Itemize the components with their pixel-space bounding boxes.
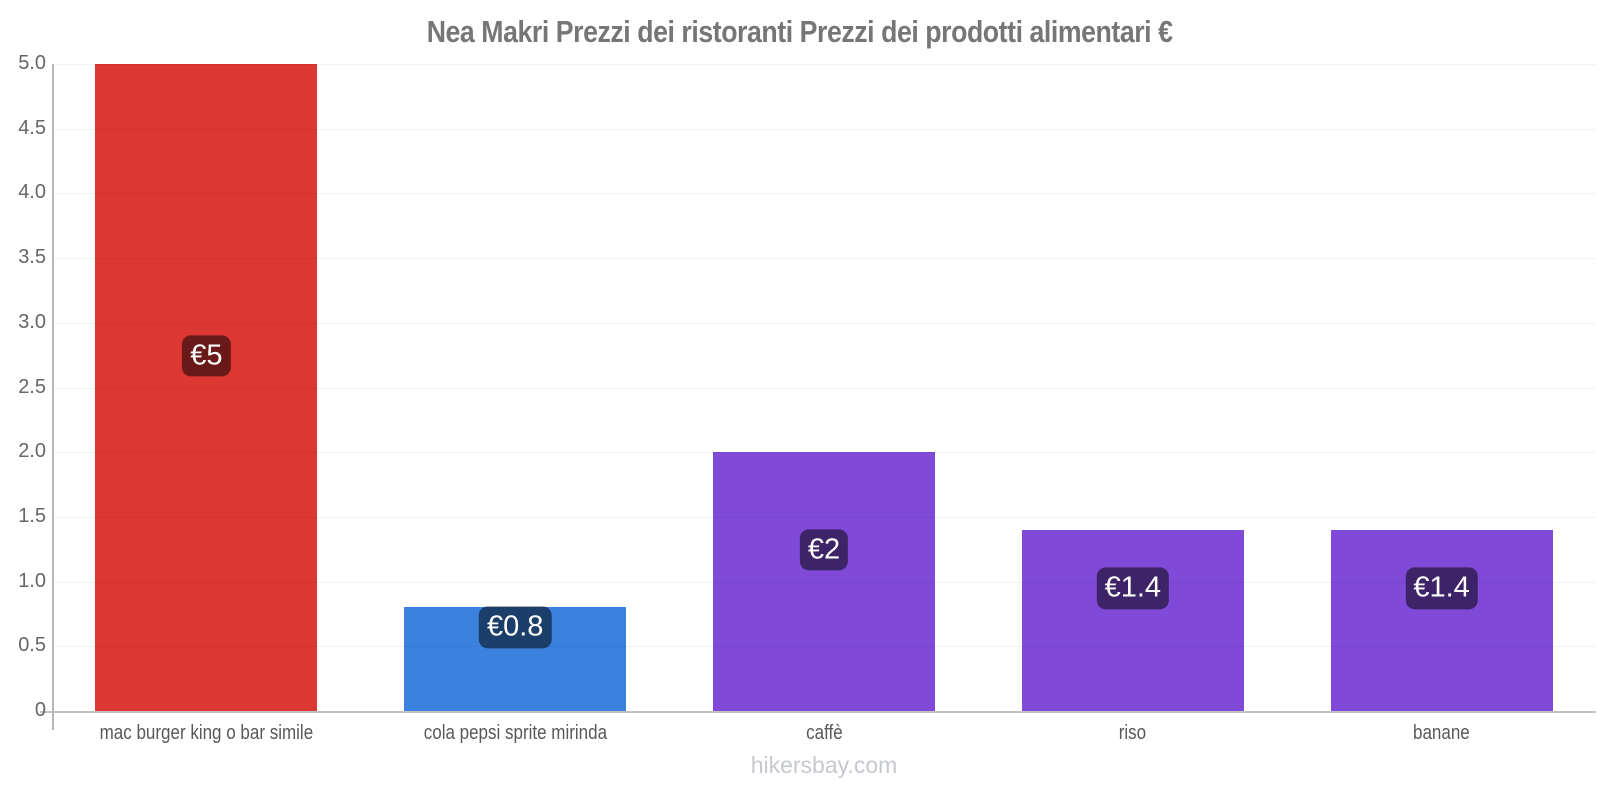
y-axis-tick-label-3.5: 3.5 <box>18 246 46 269</box>
bar-riso <box>1021 529 1244 711</box>
gridline-0.5 <box>52 646 1596 648</box>
y-axis-tick-label-2.5: 2.5 <box>18 375 46 398</box>
gridline-5.0 <box>52 64 1596 65</box>
bar-banane <box>1330 529 1553 711</box>
x-axis-line <box>40 711 1596 713</box>
bar-mac-burger-king-o-bar-simile <box>95 64 318 711</box>
chart-title-text: Nea Makri Prezzi dei ristoranti Prezzi d… <box>427 14 1173 49</box>
hikersbay-watermark: hikersbay.com <box>750 752 898 778</box>
gridline-2.5 <box>52 387 1596 389</box>
x-axis-category-label-cola-pepsi-sprite-mirinda: cola pepsi sprite mirinda <box>423 722 607 744</box>
bar-value-label-mac-burger-king-o-bar-simile: €5 <box>182 334 231 377</box>
x-axis-category-label-caffè: caffè <box>805 722 843 744</box>
y-axis-tick-label-1.5: 1.5 <box>18 504 46 527</box>
y-axis-tick-label-3.0: 3.0 <box>18 310 46 333</box>
gridline-4.5 <box>52 128 1596 130</box>
bar-value-label-riso: €1.4 <box>1096 567 1170 610</box>
y-axis-tick-label-5.0: 5.0 <box>18 52 46 74</box>
x-axis-category-label-banane: banane <box>1413 722 1470 744</box>
bar-value-label-cola-pepsi-sprite-mirinda: €0.8 <box>478 606 552 648</box>
y-axis-tick-label-2.0: 2.0 <box>18 440 46 463</box>
bar-value-label-caffè: €2 <box>799 528 849 571</box>
y-axis-tick-label-4.5: 4.5 <box>18 116 46 139</box>
y-axis-tick-label-0: 0 <box>34 699 46 721</box>
y-axis-tick-label-4.0: 4.0 <box>18 181 46 204</box>
y-axis-tick-label-1.0: 1.0 <box>18 569 46 592</box>
gridline-1.0 <box>52 581 1596 583</box>
gridline-3.5 <box>52 258 1596 260</box>
bar-caffè <box>713 452 935 711</box>
y-axis-tick-label-0.5: 0.5 <box>18 634 46 657</box>
x-axis-category-label-riso: riso <box>1119 722 1147 744</box>
gridline-1.5 <box>52 516 1596 518</box>
y-axis-line <box>52 64 54 730</box>
chart-title: Nea Makri Prezzi dei ristoranti Prezzi d… <box>0 14 1600 50</box>
gridline-3.0 <box>52 322 1596 324</box>
bar-value-label-banane: €1.4 <box>1405 567 1478 610</box>
gridline-4.0 <box>52 193 1596 195</box>
x-axis-category-label-mac-burger-king-o-bar-simile: mac burger king o bar simile <box>99 722 314 744</box>
gridline-2.0 <box>52 452 1596 454</box>
